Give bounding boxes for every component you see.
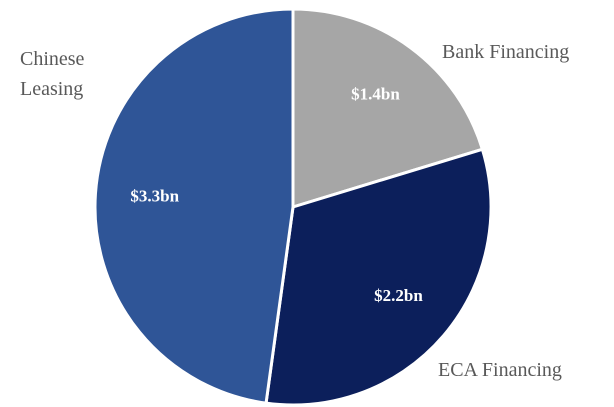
pie-slice xyxy=(264,147,493,407)
category-label: Chinese Leasing xyxy=(20,48,85,100)
pie-slice xyxy=(93,7,295,405)
category-label: ECA Financing xyxy=(438,359,562,381)
pie-slice xyxy=(291,7,485,210)
value-label: $2.2bn xyxy=(374,286,423,305)
category-label: Bank Financing xyxy=(442,41,570,63)
value-label: $3.3bn xyxy=(130,186,179,205)
value-label: $1.4bn xyxy=(351,85,400,104)
